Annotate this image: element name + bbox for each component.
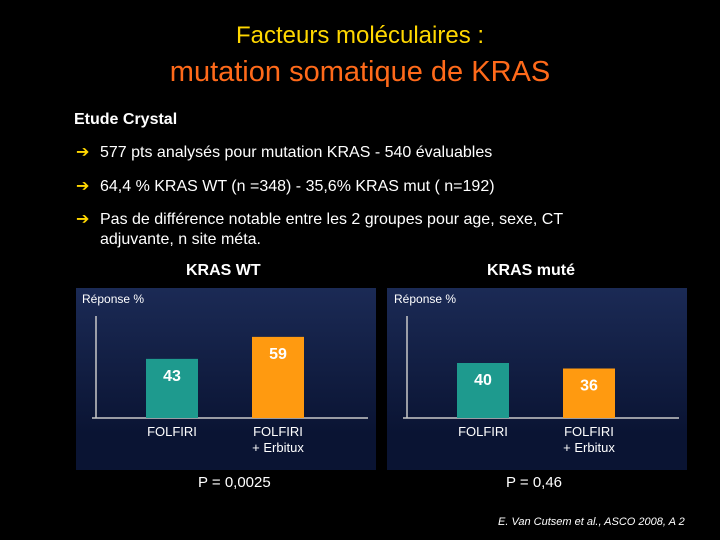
chart-title-kras-mute: KRAS muté	[487, 262, 576, 279]
chart-title-kras-wt: KRAS WT	[186, 262, 261, 279]
bar	[563, 368, 615, 418]
bullet-3: ➔ Pas de différence notable entre les 2 g…	[76, 210, 640, 250]
bar	[252, 336, 304, 418]
arrow-right-icon: ➔	[76, 211, 90, 228]
bullet-text: 64,4 % KRAS WT (n =348) - 35,6% KRAS mut…	[100, 178, 495, 195]
citation: E. Van Cutsem et al., ASCO 2008, A 2	[498, 516, 685, 528]
study-heading: Etude Crystal	[74, 111, 178, 128]
category-label: FOLFIRI	[564, 424, 614, 439]
category-label: FOLFIRI	[147, 424, 197, 439]
arrow-right-icon: ➔	[76, 144, 90, 161]
bullet-1: ➔ 577 pts analysés pour mutation KRAS - 5…	[76, 143, 660, 163]
category-label: FOLFIRI	[458, 424, 508, 439]
y-axis-label: Réponse %	[394, 292, 457, 306]
p-value-kras-wt: P = 0,0025	[198, 474, 271, 491]
bar-value-label: 59	[269, 346, 287, 363]
slide-title-line2: mutation somatique de KRAS	[169, 56, 551, 88]
bar-value-label: 40	[474, 372, 492, 389]
slide-title-line1: Facteurs moléculaires :	[235, 22, 485, 49]
bar-value-label: 43	[163, 368, 181, 385]
bullet-text: Pas de différence notable entre les 2 gr…	[100, 211, 563, 248]
y-axis-label: Réponse %	[82, 292, 145, 306]
category-label: FOLFIRI	[253, 424, 303, 439]
p-value-kras-mute: P = 0,46	[506, 474, 563, 491]
category-label: + Erbitux	[563, 440, 615, 455]
chart-panel-kras-mute	[387, 288, 687, 470]
arrow-right-icon: ➔	[76, 178, 90, 195]
bar	[146, 358, 198, 418]
chart-panel-kras-wt	[76, 288, 376, 470]
bullet-2: ➔ 64,4 % KRAS WT (n =348) - 35,6% KRAS mu…	[76, 177, 660, 197]
bar-value-label: 36	[580, 378, 598, 395]
bar	[457, 363, 509, 418]
category-label: + Erbitux	[252, 440, 304, 455]
bullet-text: 577 pts analysés pour mutation KRAS - 54…	[100, 144, 493, 161]
